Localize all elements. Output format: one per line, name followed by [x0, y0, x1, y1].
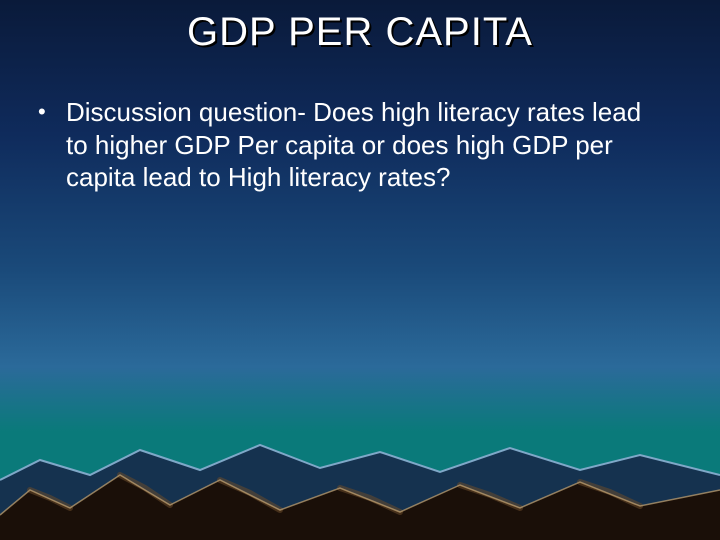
mountains-illustration: [0, 380, 720, 540]
title-text: GDP PER CAPITA: [187, 10, 533, 54]
slide-title: GDP PER CAPITA GDP PER CAPITA: [0, 10, 720, 55]
slide-body: • Discussion question- Does high literac…: [38, 96, 670, 194]
slide: GDP PER CAPITA GDP PER CAPITA • Discussi…: [0, 0, 720, 540]
bullet-item: • Discussion question- Does high literac…: [38, 96, 670, 194]
bullet-glyph: •: [38, 96, 66, 128]
bullet-text: Discussion question- Does high literacy …: [66, 96, 670, 194]
